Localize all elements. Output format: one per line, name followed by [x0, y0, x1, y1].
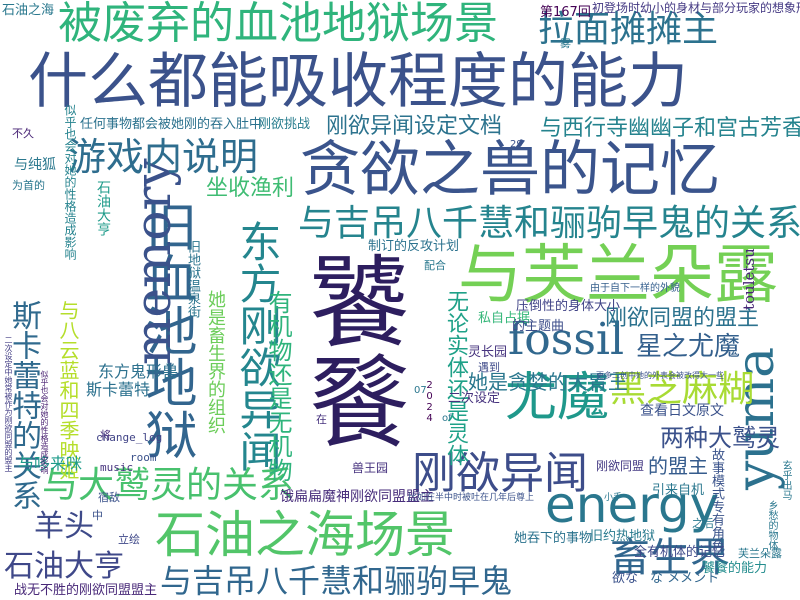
- word-shiyou-zhihai-small: 石油之海: [2, 3, 55, 18]
- word-gangyu-yiwen: 刚欲异闻: [412, 448, 588, 499]
- word-youmo: 尤魔: [505, 368, 610, 428]
- word-xuechi-changjing: 被废弃的血池地狱场景: [58, 0, 498, 49]
- word-gangyu-tongmeng: 刚欲同盟: [596, 459, 645, 473]
- word-erci-mengzhu: 二次设定中她常被作为刚欲同盟的盟主: [4, 336, 13, 472]
- word-xiangchou: 乡愁的物体: [766, 500, 777, 550]
- word-erci-sheding: 二次设定: [448, 391, 501, 406]
- word-shouwangyuan: 兽王园: [352, 461, 389, 475]
- word-di167hui: 第167回: [540, 5, 591, 20]
- word-jiuyue-redu: 旧约热地狱: [590, 529, 656, 544]
- word-ziji-waimao: 由于自下一样的外貌: [590, 283, 680, 294]
- word-sikaleite: 斯卡蕾特: [86, 380, 151, 399]
- word-lingzhangyuan: 灵长园: [468, 345, 508, 360]
- word-renhe-shiwu: 任何事物都会被她刚的吞入肚中: [80, 117, 263, 132]
- word-memento: な メメント: [650, 571, 720, 586]
- word-yuna: 欲な: [612, 571, 639, 586]
- word-yu-duolaimi: 与哆来咪: [18, 454, 83, 473]
- word-29: 29: [510, 139, 523, 150]
- word-wu: 雾: [560, 37, 571, 50]
- word-mengzhu: 刚欲同盟的盟主: [605, 306, 760, 331]
- word-yinlai-ziji: 引来自机: [652, 483, 705, 498]
- word-taotie-nengli: 饕餮的能力: [702, 561, 768, 576]
- word-sudi: 宿敌: [98, 491, 120, 504]
- word-shenme-nengli: 什么都能吸收程度的能力: [28, 47, 688, 117]
- word-taotie: 饕餮: [292, 250, 409, 450]
- word-touletsu: touletsu: [740, 248, 758, 310]
- word-youjiwu: 有机物还是无机物: [264, 290, 292, 482]
- word-yadaoxing: 压倒性的身体大小: [516, 299, 621, 314]
- word-sizi-zhanju: 私自占据: [478, 311, 531, 326]
- word-zhanwubusheng: 战无不胜的刚欲同盟盟主: [14, 583, 158, 598]
- word-zuoshou-yuli: 坐收渔利: [206, 176, 295, 201]
- word-yu-chunhu: 与纯狐: [14, 157, 56, 173]
- word-zhihou: 之后: [692, 517, 714, 530]
- word-chushengjie: 畜生界: [610, 535, 730, 581]
- word-xiaoshou: 小手: [604, 493, 623, 503]
- word-lihui: 立绘: [118, 533, 140, 546]
- word-jiudiyu-wenquan: 旧地狱温泉街: [185, 240, 200, 318]
- word-dawei-wang: 她是贪婪的大胃王: [468, 370, 628, 394]
- word-fossil: fossil: [508, 314, 625, 365]
- word-dajiuling-guanxi: 与大鹫灵的关系: [42, 465, 295, 506]
- word-weishoude: 为首的: [12, 179, 45, 192]
- word-bayun-lan: 与八云蓝和四季映姬: [56, 300, 80, 480]
- word-chudengchang: 初登场时幼小的身材与部分玩家的想象形成巨大反差: [592, 1, 800, 15]
- word-xuanhu: 玄乎出马: [780, 460, 791, 500]
- word-dongfang-gangyu: 东方刚欲异闻: [233, 220, 282, 472]
- word-energy: energy: [545, 476, 720, 534]
- word-gangyu-sheding: 刚欲异闻设定文档: [326, 114, 503, 139]
- word-of: of: [442, 413, 452, 424]
- word-gangyu-tiaozhan: 刚欲挑战: [258, 117, 311, 132]
- word-fangong-jihua: 制订的反攻计划: [368, 239, 460, 254]
- word-shiyou-daheng-big: 石油大亨: [4, 549, 124, 584]
- word-jidiao-guanxi: 与吉吊八千慧和骊驹早鬼的关系: [298, 203, 800, 244]
- word-jiu-xuechi: 旧血池地狱: [136, 200, 196, 460]
- word-yu-fulan: 与芙兰朵露: [458, 239, 778, 313]
- word-youxi-shuoming: 游戏内说明: [68, 135, 259, 179]
- word-xingge-yingxiang-small: 似乎也会对她的性格造成影响: [40, 370, 49, 474]
- word-zai: 在: [316, 413, 327, 426]
- word-jidiao: 与吉吊八千慧和骊驹早鬼: [160, 562, 513, 600]
- word-peihe: 配合: [424, 259, 446, 272]
- word-lamian: 拉面摊摊主: [538, 9, 719, 50]
- word-xixingsi: 与西行寺幽幽子和宫古芳香: [540, 116, 800, 141]
- word-youjiti-jiyi: 全有机体的记忆: [634, 545, 726, 560]
- word-xingge-yingxiang: 似乎也会对她的性格造成影响: [63, 104, 77, 260]
- word-ebianbian: 饿扁扁魔神刚欲同盟盟主: [280, 489, 434, 505]
- word-yangtou: 羊头: [34, 509, 94, 544]
- word-bujiu: 不久: [12, 127, 34, 140]
- word-fulanduolu: 芙兰朵露: [738, 547, 782, 560]
- word-liangzhong-dajiuling: 两种大鹫灵: [660, 424, 780, 452]
- word-erchuang-waibiao: 更多二创中她的外表会被改得大一些: [596, 371, 724, 380]
- word-shiyou-daheng-small: 石油大亨: [95, 180, 111, 236]
- word-zhong: 中: [92, 509, 103, 522]
- word-zhutiqu: 的主题曲: [512, 319, 565, 334]
- word-shiyou-changjing: 石油之海场景: [155, 506, 455, 564]
- word-dongfang-guixingshou: 东方鬼形兽: [98, 362, 179, 381]
- word-yudao: 遇到: [478, 361, 500, 374]
- word-tuzai: 比如在半中时被吐在几年后尊上: [408, 493, 535, 503]
- word-wulun-shiti: 无论实体还是灵体: [443, 290, 468, 466]
- word-chushengjie-zuzhi: 她是畜生界的组织: [205, 290, 226, 434]
- word-music: music: [100, 461, 134, 474]
- word-07: 07: [414, 385, 427, 396]
- word-2024: 2024: [424, 380, 435, 424]
- word-room: room: [130, 451, 157, 464]
- word-chakan-yuanwen: 查看日文原文: [640, 403, 724, 419]
- word-change-log: change_log: [96, 431, 163, 444]
- word-heizhima: 黑芝麻糊: [610, 369, 755, 410]
- word-gushi-moshi: 故事模式专有角色: [709, 448, 724, 552]
- word-de-mengzhu: 的盟主: [648, 454, 708, 478]
- word-xingzhi-youmo: 星之尤魔: [636, 332, 741, 362]
- word-memory: memory: [124, 158, 182, 365]
- word-jiang: 将: [100, 429, 111, 442]
- word-tanyu-jiyi: 贪欲之兽的记忆: [300, 135, 720, 205]
- word-sikaleite-guanxi: 斯卡蕾特的关系: [6, 300, 41, 510]
- word-tunxia-shiwu: 她吞下的事物: [514, 531, 593, 546]
